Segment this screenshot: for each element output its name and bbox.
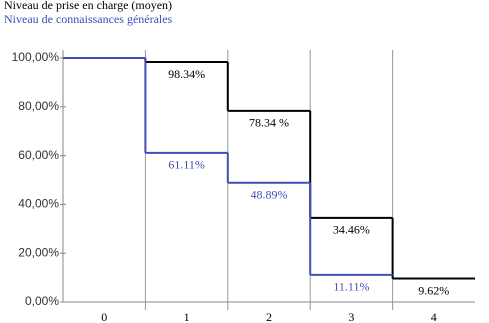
legend-entry: Niveau de prise en charge (moyen): [4, 0, 172, 12]
y-tick-label: 20,00%: [18, 245, 59, 259]
y-tick-label: 60,00%: [18, 148, 59, 162]
value-label: 34.46%: [333, 223, 370, 237]
x-tick-label: 0: [101, 310, 107, 323]
x-tick-label: 1: [184, 310, 190, 323]
value-label: 98.34%: [168, 67, 205, 81]
x-tick-label: 3: [348, 310, 354, 323]
y-tick-label: 0,00%: [25, 294, 59, 308]
value-label: 9.62%: [418, 283, 449, 297]
y-tick-label: 80,00%: [18, 99, 59, 113]
x-tick-label: 2: [266, 310, 272, 323]
x-tick-label: 4: [431, 310, 437, 323]
value-label: 48.89%: [251, 187, 288, 201]
legend-entry: Niveau de connaissances générales: [4, 12, 173, 26]
value-label: 78.34 %: [249, 116, 289, 130]
y-tick-label: 100,00%: [12, 50, 60, 64]
value-label: 11.11%: [333, 280, 369, 294]
value-label: 61.11%: [168, 158, 205, 172]
y-tick-label: 40,00%: [18, 197, 59, 211]
